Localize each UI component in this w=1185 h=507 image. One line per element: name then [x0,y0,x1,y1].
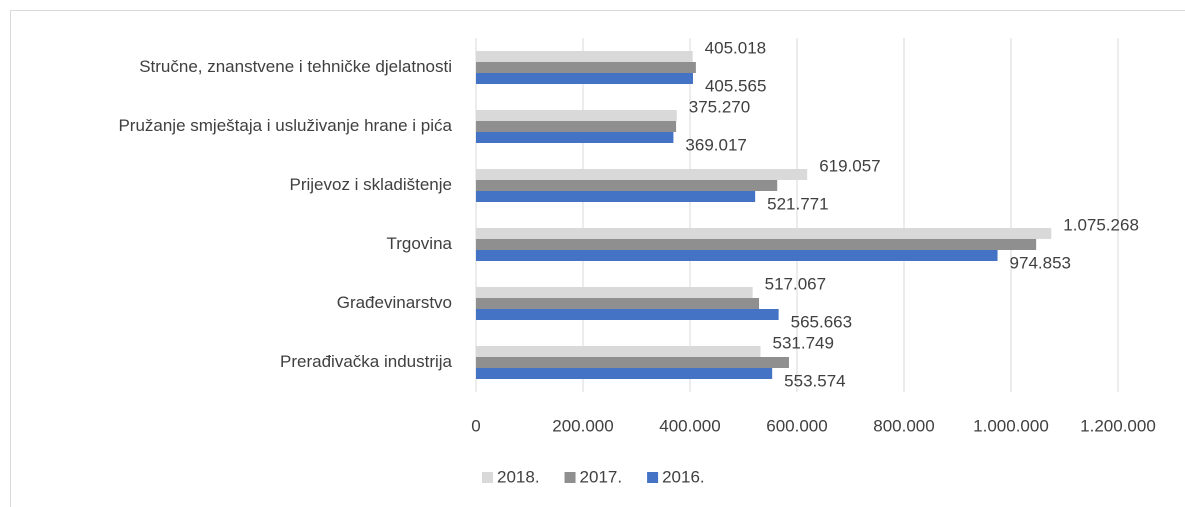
category-label: Prijevoz i skladištenje [289,175,452,194]
bar [476,287,753,298]
x-tick-label: 1.200.000 [1080,416,1156,435]
data-label: 619.057 [819,156,880,175]
category-label: Građevinarstvo [337,293,452,312]
data-label: 521.771 [767,194,828,213]
data-label: 553.574 [784,371,845,390]
bar [476,51,693,62]
category-label: Stručne, znanstvene i tehničke djelatnos… [139,57,452,76]
bar [476,250,998,261]
data-label: 974.853 [1010,253,1071,272]
legend-label: 2016. [662,467,705,486]
bar [476,228,1052,239]
x-tick-label: 800.000 [873,416,934,435]
bar [476,73,693,84]
data-label: 369.017 [685,135,746,154]
bar [476,191,756,202]
legend-label: 2018. [497,467,540,486]
data-label: 565.663 [791,312,852,331]
bar [476,368,773,379]
bar [476,357,789,368]
bar [476,132,674,143]
bar [476,309,779,320]
legend-swatch [647,472,659,483]
bar [476,110,677,121]
x-tick-label: 200.000 [552,416,613,435]
category-label: Prerađivačka industrija [280,352,453,371]
bar [476,169,808,180]
bar [476,346,761,357]
bar [476,239,1037,250]
legend-swatch [564,472,576,483]
data-label: 1.075.268 [1063,215,1139,234]
data-label: 405.565 [705,76,766,95]
x-tick-label: 400.000 [659,416,720,435]
data-label: 375.270 [689,97,750,116]
bar [476,121,677,132]
category-label: Trgovina [386,234,452,253]
data-label: 531.749 [772,333,833,352]
x-tick-label: 1.000.000 [973,416,1049,435]
data-label: 517.067 [765,274,826,293]
bar [476,180,778,191]
legend-swatch [482,472,493,483]
bar [476,298,760,309]
data-label: 405.018 [705,38,766,57]
x-tick-label: 600.000 [766,416,827,435]
legend-label: 2017. [580,467,623,486]
category-label: Pružanje smještaja i usluživanje hrane i… [118,116,452,135]
chart-frame [10,10,1185,507]
x-tick-label: 0 [471,416,480,435]
bar [476,62,696,73]
